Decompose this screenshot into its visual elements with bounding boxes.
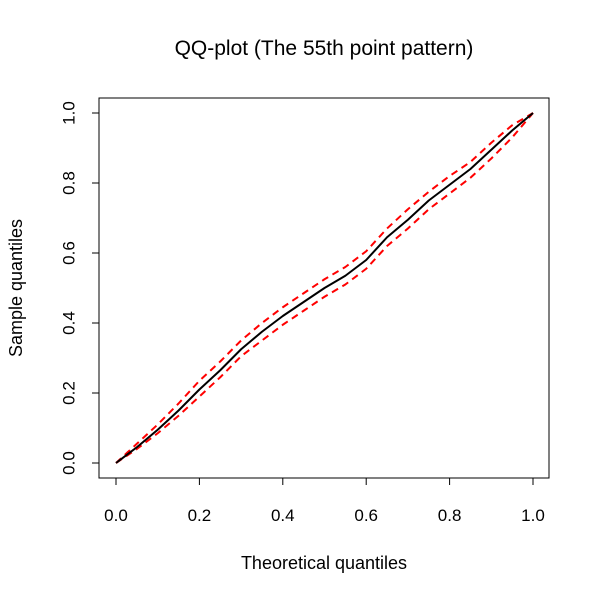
y-tick-label: 0.0 [60,451,79,475]
x-tick-label: 0.4 [271,506,295,525]
envelope-line [115,112,534,464]
x-axis-label: Theoretical quantiles [241,553,407,573]
x-tick-label: 0.2 [188,506,212,525]
x-tick-label: 1.0 [521,506,545,525]
chart-title: QQ-plot (The 55th point pattern) [175,37,474,60]
x-tick-label: 0.8 [438,506,462,525]
y-tick-label: 0.6 [60,241,79,265]
y-tick-label: 0.2 [60,381,79,405]
x-tick-label: 0.6 [354,506,378,525]
qq-line [115,112,534,464]
y-axis-label: Sample quantiles [6,219,26,357]
x-axis: 0.0 0.2 0.4 0.6 0.8 1.0 [104,477,545,525]
envelope-line [115,112,534,464]
series-layer [115,112,534,464]
y-tick-label: 0.4 [60,311,79,335]
x-tick-label: 0.0 [104,506,128,525]
y-axis: 0.0 0.2 0.4 0.6 0.8 1.0 [60,101,100,475]
y-tick-label: 1.0 [60,101,79,125]
y-tick-label: 0.8 [60,171,79,195]
